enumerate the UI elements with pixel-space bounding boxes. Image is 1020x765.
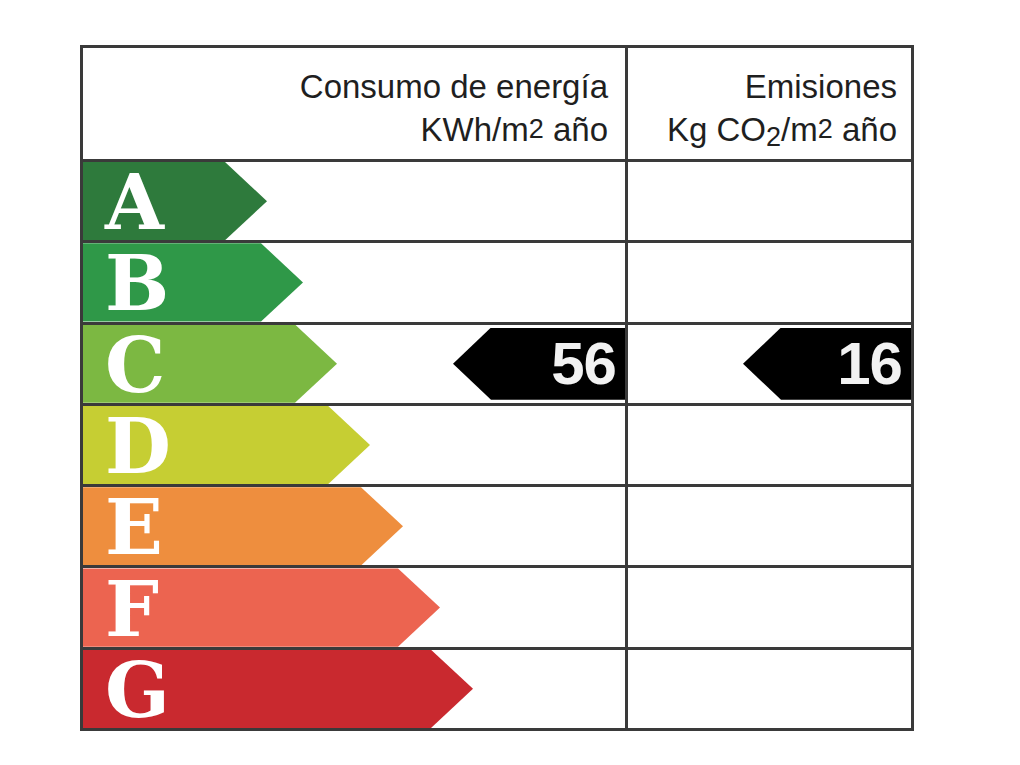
energy-header-cell: Consumo de energía KWh/m2 año: [83, 48, 625, 159]
column-divider: [625, 48, 628, 728]
emissions-header-cell: Emisiones Kg CO2/m2 año: [625, 48, 911, 159]
band-arrow-f: F: [83, 568, 440, 646]
band-letter-d: D: [83, 409, 171, 485]
header-row: Consumo de energía KWh/m2 año Emisiones …: [83, 48, 911, 159]
band-arrow-e: E: [83, 487, 403, 565]
band-letter-e: E: [83, 490, 163, 566]
energy-header-line2: KWh/m2 año: [83, 108, 608, 151]
energy-value-indicator-arrow: 56: [453, 328, 625, 400]
band-arrow-c: C: [83, 325, 337, 403]
band-arrow-g: G: [83, 650, 473, 728]
emissions-value-indicator-arrow: 16: [743, 328, 911, 400]
emissions-value: 16: [837, 334, 911, 394]
band-letter-c: C: [83, 328, 166, 404]
page: Consumo de energía KWh/m2 año Emisiones …: [0, 0, 1020, 765]
band-letter-f: F: [83, 572, 159, 648]
band-row-g: G: [83, 647, 911, 728]
energy-header-line1: Consumo de energía: [83, 65, 608, 108]
band-row-a: A: [83, 159, 911, 240]
band-row-c: C 56 16: [83, 322, 911, 403]
band-arrow-d: D: [83, 406, 370, 484]
emissions-header-line2: Kg CO2/m2 año: [625, 108, 897, 159]
band-row-d: D: [83, 403, 911, 484]
energy-rating-chart: Consumo de energía KWh/m2 año Emisiones …: [80, 45, 914, 731]
energy-value: 56: [551, 334, 625, 394]
band-arrow-a: A: [83, 162, 267, 240]
emissions-header-line1: Emisiones: [625, 65, 897, 108]
band-row-f: F: [83, 565, 911, 646]
band-arrow-b: B: [83, 243, 303, 321]
band-letter-a: A: [83, 165, 164, 241]
band-row-b: B: [83, 240, 911, 321]
band-letter-b: B: [83, 246, 169, 322]
band-letter-g: G: [83, 653, 170, 729]
band-row-e: E: [83, 484, 911, 565]
